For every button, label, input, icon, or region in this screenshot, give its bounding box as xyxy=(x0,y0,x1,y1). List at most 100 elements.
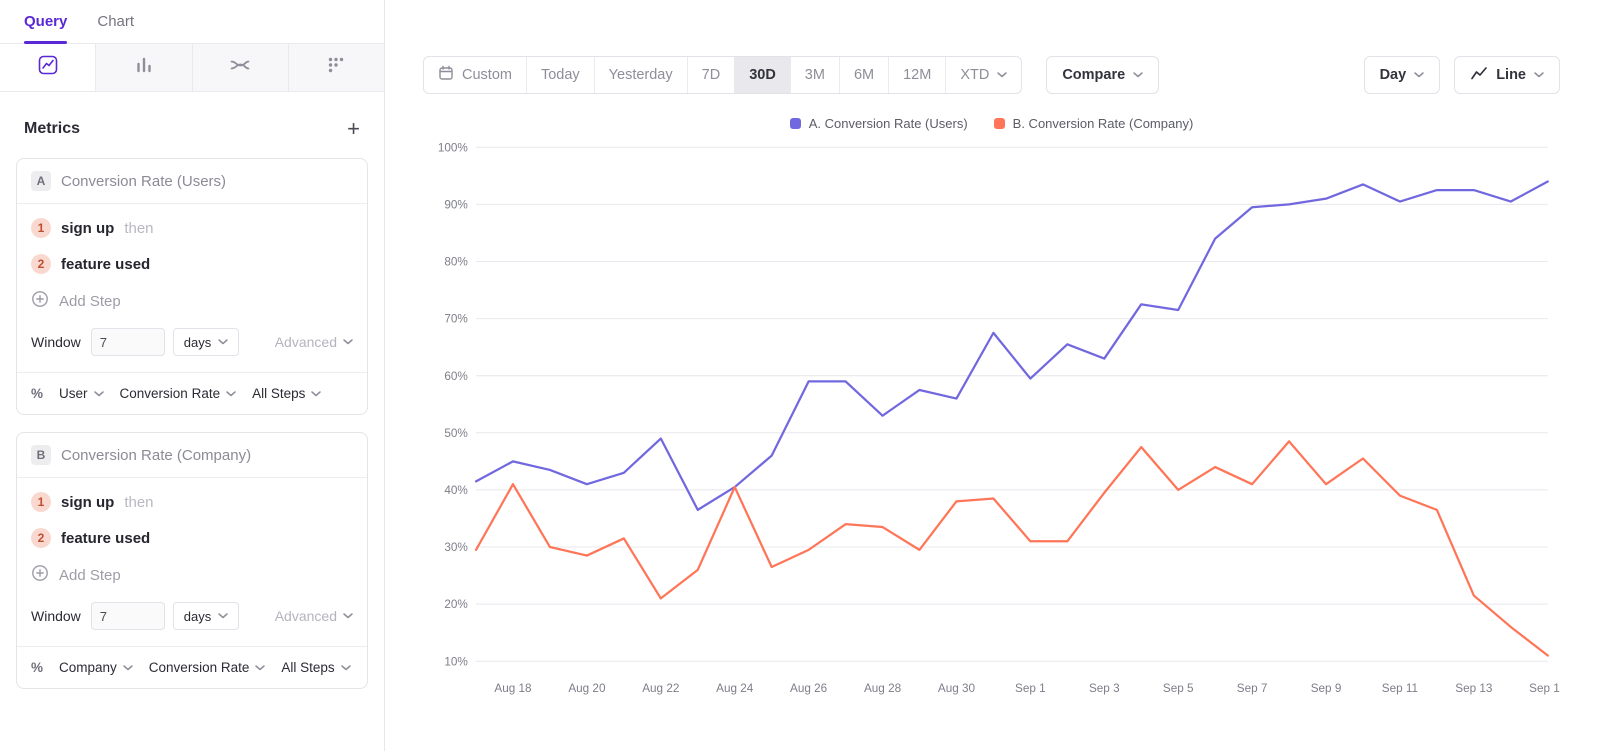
chevron-down-icon xyxy=(343,339,353,345)
calendar-icon xyxy=(438,65,454,85)
compare-label: Compare xyxy=(1062,67,1126,83)
range-label: Today xyxy=(540,67,580,83)
range-6m[interactable]: 6M xyxy=(840,57,890,93)
steps-scope-dropdown[interactable]: All Steps xyxy=(252,386,322,401)
svg-text:Sep 15: Sep 15 xyxy=(1529,682,1560,695)
svg-text:Sep 3: Sep 3 xyxy=(1089,682,1120,695)
legend-swatch-a xyxy=(789,118,801,129)
steps-scope-dropdown[interactable]: All Steps xyxy=(281,660,351,675)
legend-label-a: A. Conversion Rate (Users) xyxy=(808,116,968,131)
step-row-2[interactable]: 2 feature used xyxy=(31,520,353,556)
window-value-input[interactable] xyxy=(90,602,165,630)
step-row-1[interactable]: 1 sign up then xyxy=(31,210,353,246)
svg-text:50%: 50% xyxy=(444,427,467,440)
add-step-button[interactable]: Add Step xyxy=(31,282,353,320)
report-tab-insights[interactable] xyxy=(0,44,96,91)
range-label: Yesterday xyxy=(608,67,673,83)
counting-entity-dropdown[interactable]: User xyxy=(59,386,104,401)
window-value-input[interactable] xyxy=(90,328,165,356)
add-metric-button[interactable]: + xyxy=(347,116,360,141)
svg-text:100%: 100% xyxy=(438,141,468,154)
chart-type-button[interactable]: Line xyxy=(1454,56,1560,94)
svg-text:Aug 18: Aug 18 xyxy=(494,682,532,695)
bars-icon xyxy=(134,55,154,80)
svg-text:Sep 7: Sep 7 xyxy=(1237,682,1268,695)
range-label: 7D xyxy=(701,67,721,83)
compare-button[interactable]: Compare xyxy=(1046,56,1160,94)
legend-item-b[interactable]: B. Conversion Rate (Company) xyxy=(993,116,1194,131)
range-xtd[interactable]: XTD xyxy=(946,57,1021,93)
counting-entity-value: Company xyxy=(59,660,117,675)
range-custom[interactable]: Custom xyxy=(424,57,527,93)
counting-entity-dropdown[interactable]: Company xyxy=(59,660,133,675)
window-label: Window xyxy=(31,608,81,624)
chevron-down-icon xyxy=(226,390,236,397)
query-sidebar: Query Chart xyxy=(0,0,385,751)
granularity-button[interactable]: Day xyxy=(1363,56,1441,94)
format-percent-toggle[interactable]: % xyxy=(31,386,44,401)
report-tab-dots[interactable] xyxy=(287,44,384,91)
svg-text:80%: 80% xyxy=(444,256,467,269)
range-7d[interactable]: 7D xyxy=(688,57,736,93)
metric-card-b: B Conversion Rate (Company) 1 sign up th… xyxy=(16,432,368,689)
granularity-label: Day xyxy=(1379,67,1407,83)
step-event-name[interactable]: feature used xyxy=(61,529,151,547)
step-row-1[interactable]: 1 sign up then xyxy=(31,484,353,520)
range-12m[interactable]: 12M xyxy=(889,57,947,93)
range-label: 12M xyxy=(903,67,932,83)
metric-badge-a: A xyxy=(31,171,51,191)
chevron-down-icon xyxy=(997,72,1008,78)
step-event-name[interactable]: sign up xyxy=(61,219,115,237)
step-row-2[interactable]: 2 feature used xyxy=(31,246,353,282)
range-30d[interactable]: 30D xyxy=(735,57,791,93)
range-label: XTD xyxy=(960,67,990,83)
step-event-name[interactable]: sign up xyxy=(61,493,115,511)
counting-entity-value: User xyxy=(59,386,88,401)
step-event-name[interactable]: feature used xyxy=(61,255,151,273)
measure-value: Conversion Rate xyxy=(119,386,221,401)
range-today[interactable]: Today xyxy=(527,57,595,93)
range-yesterday[interactable]: Yesterday xyxy=(595,57,688,93)
svg-text:Sep 5: Sep 5 xyxy=(1163,682,1194,695)
flows-icon xyxy=(229,55,251,80)
legend-swatch-b xyxy=(993,118,1005,129)
advanced-label: Advanced xyxy=(274,608,337,624)
range-label: 30D xyxy=(749,67,776,83)
insights-icon xyxy=(38,55,58,80)
chevron-down-icon xyxy=(1133,72,1143,78)
add-step-label: Add Step xyxy=(59,292,121,310)
svg-text:Aug 30: Aug 30 xyxy=(938,682,976,695)
tab-query[interactable]: Query xyxy=(24,0,68,44)
report-tab-bars[interactable] xyxy=(95,44,192,91)
advanced-label: Advanced xyxy=(274,334,337,350)
metric-card-a-body: 1 sign up then 2 feature used Add Step xyxy=(17,204,367,372)
advanced-toggle[interactable]: Advanced xyxy=(275,608,353,624)
legend-label-b: B. Conversion Rate (Company) xyxy=(1012,116,1194,131)
add-step-button[interactable]: Add Step xyxy=(31,556,353,594)
measure-dropdown[interactable]: Conversion Rate xyxy=(149,660,266,675)
measure-dropdown[interactable]: Conversion Rate xyxy=(120,386,237,401)
range-label: 3M xyxy=(804,67,825,83)
svg-text:Aug 22: Aug 22 xyxy=(642,682,679,695)
chart-type-label: Line xyxy=(1496,67,1526,83)
step-connector: then xyxy=(124,493,154,511)
toolbar-right-group: Day Line xyxy=(1363,56,1560,94)
format-percent-toggle[interactable]: % xyxy=(31,660,44,675)
metrics-header: Metrics + xyxy=(0,92,384,158)
metric-card-b-header[interactable]: B Conversion Rate (Company) xyxy=(17,433,367,478)
range-3m[interactable]: 3M xyxy=(791,57,840,93)
svg-text:30%: 30% xyxy=(444,541,467,554)
line-chart[interactable]: 10% 20% 30% 40% 50% 60% 70% 80% 90% 100% Aug 18 Aug… xyxy=(423,133,1560,704)
advanced-toggle[interactable]: Advanced xyxy=(275,334,353,350)
step-number-2: 2 xyxy=(31,528,51,548)
svg-text:20%: 20% xyxy=(444,598,467,611)
legend-item-a[interactable]: A. Conversion Rate (Users) xyxy=(789,116,968,131)
chevron-down-icon xyxy=(311,390,322,397)
tab-chart[interactable]: Chart xyxy=(97,13,135,30)
window-unit-dropdown[interactable]: days xyxy=(172,602,240,630)
report-tab-flows[interactable] xyxy=(191,44,288,91)
steps-scope-value: All Steps xyxy=(252,386,306,401)
metric-card-a-header[interactable]: A Conversion Rate (Users) xyxy=(17,159,367,204)
window-unit-dropdown[interactable]: days xyxy=(172,328,240,356)
